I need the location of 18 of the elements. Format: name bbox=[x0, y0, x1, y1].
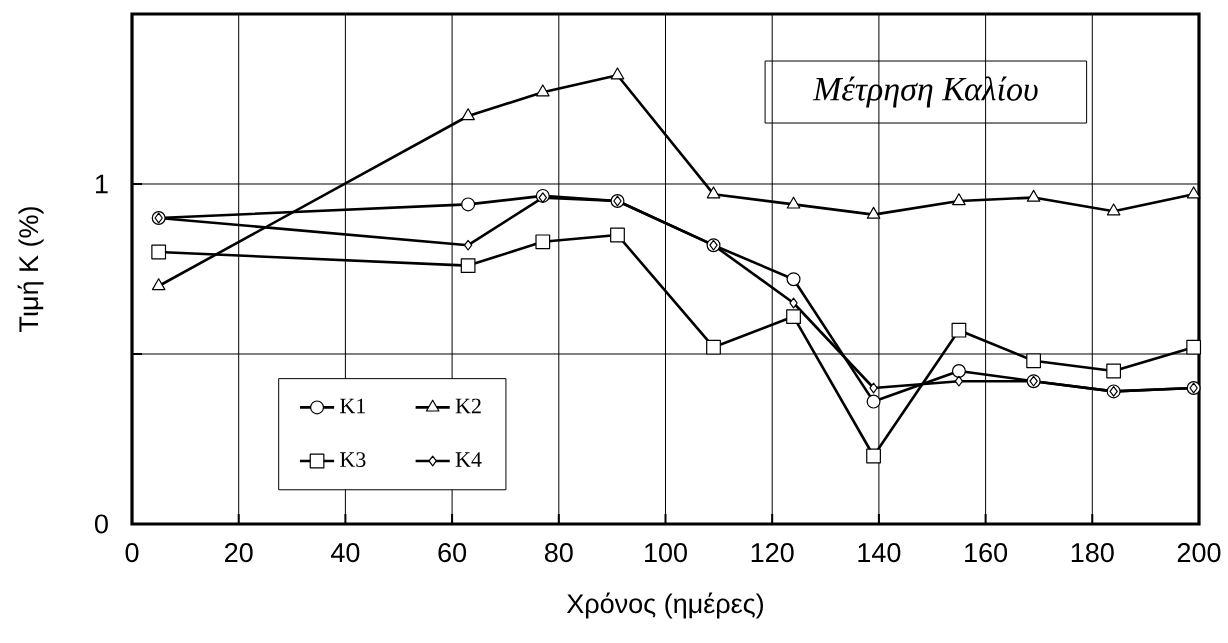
y-tick-label: 1 bbox=[96, 174, 108, 194]
x-tick-label: 120 bbox=[751, 543, 794, 563]
x-tick-label: 0 bbox=[125, 543, 139, 563]
y-axis-title: Τιμή K (%) bbox=[17, 207, 44, 332]
x-tick-label: 140 bbox=[858, 543, 901, 563]
x-axis-title: Χρόνος (ημέρες) bbox=[566, 592, 763, 619]
x-tick-label: 180 bbox=[1071, 543, 1114, 563]
legend-label: K4 bbox=[455, 452, 482, 467]
legend-label: K3 bbox=[340, 452, 366, 467]
legend-label: K1 bbox=[340, 398, 365, 414]
legend-label: K2 bbox=[455, 398, 481, 414]
x-tick-label: 40 bbox=[331, 543, 360, 563]
x-tick-label: 20 bbox=[225, 543, 253, 563]
x-tick-label: 60 bbox=[438, 543, 467, 563]
x-tick-label: 80 bbox=[544, 543, 573, 563]
x-tick-label: 200 bbox=[1177, 543, 1221, 563]
x-tick-label: 160 bbox=[965, 543, 1008, 563]
x-tick-label: 100 bbox=[645, 543, 687, 563]
